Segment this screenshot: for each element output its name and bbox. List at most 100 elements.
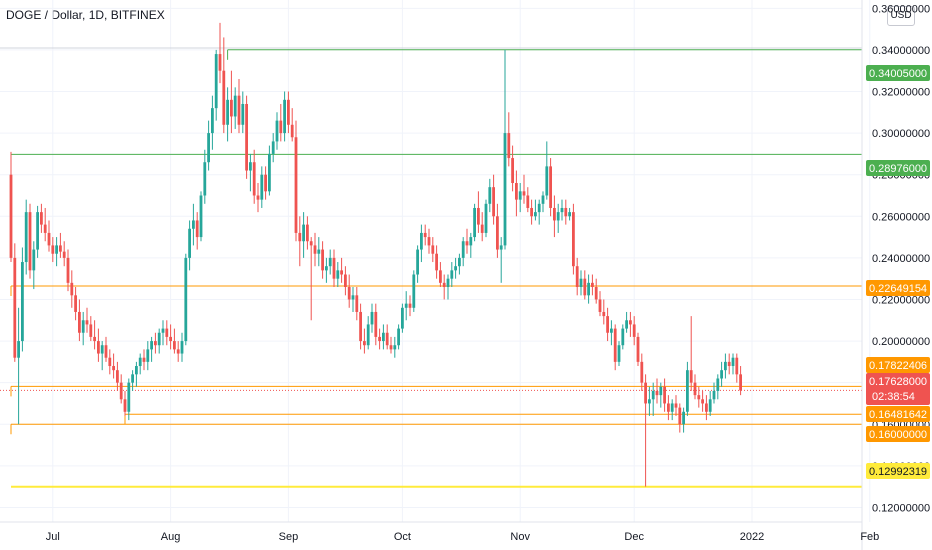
candle-body bbox=[317, 249, 321, 254]
candle-body bbox=[214, 54, 218, 109]
candle-body bbox=[439, 270, 442, 283]
price-tag bbox=[866, 406, 930, 422]
candle-body bbox=[610, 328, 613, 333]
candle-body bbox=[568, 212, 571, 217]
candle-body bbox=[613, 328, 617, 362]
candles bbox=[9, 22, 742, 487]
candle-body bbox=[617, 345, 621, 362]
candle-body bbox=[689, 370, 693, 383]
y-tick-label: 0.36000000 bbox=[872, 3, 930, 15]
candle-body bbox=[249, 162, 252, 171]
candle-body bbox=[252, 162, 256, 196]
candle-body bbox=[667, 403, 670, 412]
candle-body bbox=[674, 403, 678, 408]
candle-body bbox=[503, 133, 507, 246]
candle-body bbox=[708, 399, 712, 412]
candle-body bbox=[359, 311, 362, 342]
candle-body bbox=[97, 341, 100, 354]
candle-body bbox=[32, 249, 36, 271]
x-tick-label: Feb bbox=[860, 531, 879, 543]
candle-body bbox=[328, 257, 332, 267]
candle-body bbox=[237, 95, 241, 125]
candle-body bbox=[207, 133, 210, 163]
candle-body bbox=[606, 316, 609, 333]
candle-body bbox=[629, 320, 632, 325]
chart-title: DOGE / Dollar, 1D, BITFINEX bbox=[6, 8, 165, 22]
candle-body bbox=[382, 332, 385, 342]
candle-body bbox=[43, 224, 47, 233]
candle-body bbox=[598, 299, 602, 312]
candle-body bbox=[24, 212, 28, 263]
price-tag bbox=[866, 280, 930, 296]
price-tag bbox=[866, 65, 930, 81]
candle-body bbox=[423, 232, 427, 238]
candle-body bbox=[727, 361, 731, 367]
candle-body bbox=[412, 274, 416, 308]
candle-body bbox=[701, 399, 704, 404]
candle-body bbox=[287, 99, 290, 125]
candle-body bbox=[112, 366, 115, 371]
price-tag-label: 0.34005000 bbox=[869, 68, 927, 80]
candle-body bbox=[484, 203, 488, 233]
candle-body bbox=[131, 374, 134, 383]
candle-body bbox=[556, 212, 560, 221]
candle-body bbox=[184, 257, 188, 342]
candle-body bbox=[70, 282, 74, 296]
candle-body bbox=[632, 324, 636, 337]
candle-body bbox=[294, 137, 298, 233]
candle-body bbox=[378, 336, 381, 342]
grid bbox=[0, 0, 871, 522]
candle-body bbox=[165, 328, 169, 337]
candle-body bbox=[245, 103, 248, 171]
y-tick-label: 0.20000000 bbox=[872, 336, 930, 348]
candle-body bbox=[260, 174, 264, 200]
candle-body bbox=[226, 99, 229, 125]
candle-body bbox=[81, 320, 85, 333]
candle-body bbox=[169, 336, 172, 342]
candle-body bbox=[469, 237, 473, 246]
x-tick-label: Jul bbox=[46, 531, 60, 543]
candle-body bbox=[146, 349, 150, 362]
candle-body bbox=[309, 241, 313, 246]
candle-body bbox=[233, 95, 237, 117]
price-tag-label: 0.12992319 bbox=[869, 466, 927, 478]
candle-body bbox=[325, 266, 328, 271]
candle-body bbox=[55, 245, 58, 254]
candle-body bbox=[545, 166, 549, 196]
candle-body bbox=[435, 253, 438, 271]
candle-body bbox=[340, 270, 343, 275]
candle-body bbox=[188, 228, 191, 258]
candle-body bbox=[560, 207, 564, 213]
candle-body bbox=[575, 266, 579, 287]
candle-body bbox=[458, 257, 461, 267]
candle-body bbox=[302, 224, 305, 242]
candle-body bbox=[47, 232, 51, 246]
currency-button[interactable]: USD bbox=[887, 6, 915, 26]
candle-body bbox=[636, 336, 640, 362]
candle-body bbox=[480, 224, 484, 233]
x-tick-label: Aug bbox=[161, 531, 181, 543]
candle-body bbox=[393, 345, 397, 350]
candle-body bbox=[344, 274, 347, 287]
candle-body bbox=[321, 249, 324, 271]
candle-body bbox=[203, 162, 207, 196]
candle-body bbox=[351, 295, 355, 300]
candle-body bbox=[465, 241, 469, 246]
candle-body bbox=[150, 341, 153, 350]
candle-body bbox=[195, 220, 199, 238]
x-tick-label: Dec bbox=[624, 531, 644, 543]
candle-body bbox=[370, 311, 374, 325]
candle-body bbox=[78, 311, 81, 333]
candle-body bbox=[199, 195, 203, 238]
candle-body bbox=[488, 187, 492, 204]
price-tag-label: 0.28976000 bbox=[869, 163, 927, 175]
candle-body bbox=[9, 174, 13, 258]
candle-body bbox=[461, 241, 465, 258]
candle-body bbox=[89, 324, 93, 337]
price-tag bbox=[866, 160, 930, 176]
candle-body bbox=[401, 307, 404, 329]
candle-body bbox=[697, 395, 701, 400]
candle-body bbox=[385, 332, 389, 346]
candle-body bbox=[347, 286, 351, 300]
